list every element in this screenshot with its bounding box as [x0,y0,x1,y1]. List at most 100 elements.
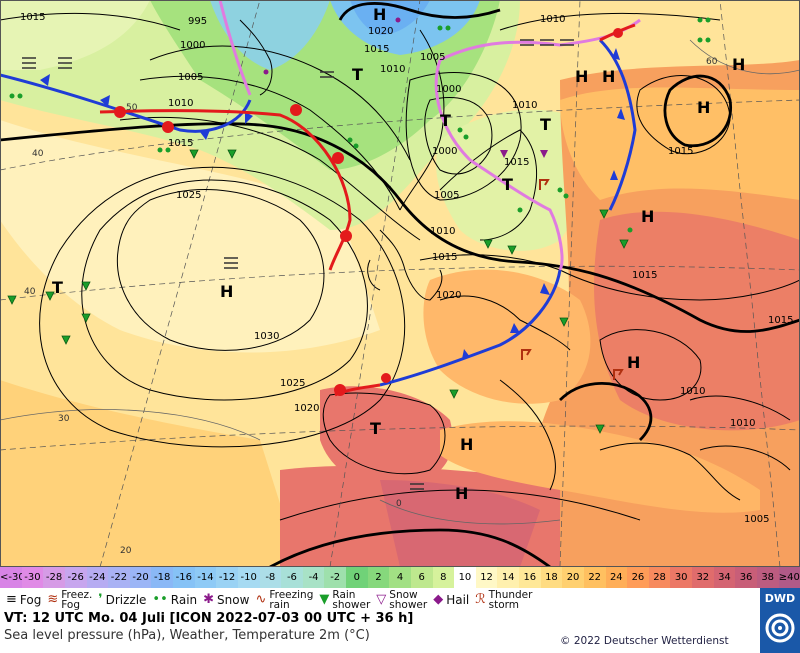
isobar-label: 1010 [430,226,455,237]
low-pressure-label: T [440,111,451,130]
rain-shower-symbol [45,291,55,301]
temperature-scale-cell: 14 [497,567,519,588]
temperature-scale-cell: -26 [64,567,87,588]
legend-freezing-rain: ∿ Freezing rain [255,589,314,611]
isobar-label: 1005 [434,190,459,201]
temperature-scale-cell: -2 [324,567,346,588]
warm-front-semicircle [114,106,126,118]
isobar-bold-1015 [0,122,800,333]
freezing-fog-icon: ≋ [47,592,59,607]
thunderstorm-symbol [539,179,550,190]
isobar-label: 1025 [280,378,305,389]
isobar-line [599,329,702,401]
warm-front-semicircle [381,373,391,383]
isobar-label: 1015 [632,270,657,281]
thunderstorm-icon: ℛ [475,592,486,607]
rain-icon: •• [152,592,168,607]
legend-rain-label: Rain [170,593,198,607]
cold-front-triangles [40,48,625,359]
rain-shower-symbol [81,313,91,323]
temperature-scale-cell: 30 [670,567,692,588]
isobar-label: 1020 [294,403,319,414]
temperature-scale-cell: 20 [562,567,584,588]
coastline-north-africa [279,489,641,521]
temperature-scale-cell: -28 [43,567,65,588]
rain-symbol [563,193,569,199]
temperature-scale-cell: -24 [86,567,109,588]
weather-symbols-rain [9,17,711,233]
temperature-scale-cell: 16 [519,567,541,588]
drizzle-icon: ❜ [98,592,103,607]
isobar-label: 1000 [436,84,461,95]
rain-symbol [557,187,563,193]
cold-front-triangle [610,170,618,180]
temperature-field-central-europe [423,269,591,404]
isotherm-line [379,499,561,525]
warm-front-semicircle [332,152,344,164]
isobar-label: 1005 [178,72,203,83]
legend-hail: ◆ Hail [433,593,469,607]
dwd-swirl-icon [765,613,795,643]
graticule [0,0,800,567]
snow-shower-icon: ▽ [376,592,387,607]
temperature-scale-cell: 8 [432,567,455,588]
rain-shower-symbol [599,209,609,219]
isobar-line [149,45,411,161]
fog-symbol [224,257,238,269]
isobar-label: 1010 [680,386,705,397]
cold-front-triangle [612,48,620,60]
rain-shower-symbol [61,335,71,345]
snow-shower-symbol [500,150,508,158]
temperature-scale-cell: 38 [756,567,779,588]
isobar-bold-east-high [663,74,733,148]
rain-symbol [17,93,23,99]
isobar-line [405,72,522,201]
isobar-label: 1015 [504,157,529,168]
isobars [0,12,800,471]
graticule-line [559,0,581,567]
isotherm-line [0,409,261,441]
rain-shower-symbol [595,424,605,434]
rain-symbol [697,37,703,43]
temperature-scale-cell: 26 [627,567,649,588]
isobar-bold-balkans [559,382,653,441]
fog-symbol [22,57,36,69]
valid-time: VT: 12 UTC Mo. 04 Juli [ICON 2022-07-03 … [4,611,414,626]
rain-symbol [627,227,633,233]
cold-front-triangle [510,323,520,333]
legend-snow: ✱ Snow [203,593,249,607]
rain-symbol [165,147,171,153]
rain-symbol [463,134,469,140]
temperature-scale-cell: <-30 [0,567,22,588]
isobar-line [0,12,181,31]
temperature-scale-cell: -18 [151,567,173,588]
temperature-scale-cell: -10 [237,567,260,588]
high-pressure-label: H [220,282,233,301]
freezing-rain-icon: ∿ [255,592,267,607]
isotherm-label: 50 [126,103,138,113]
high-pressure-label: H [732,55,745,74]
hail-icon: ◆ [433,592,444,607]
rain-symbol [9,93,15,99]
legend-freezing-rain-label-1: Freezing [269,589,314,601]
weather-symbols-snow [263,17,548,158]
temperature-scale-cell: 0 [346,567,368,588]
isobar-line [499,12,721,31]
coastlines [239,19,741,521]
high-pressure-label: H [641,207,654,226]
legend-thunderstorm: ℛ Thunder storm [475,590,532,611]
temperature-scale: <-30 -30 -28 -26 -24 -22 -20 -18 -16 -14 -12 -10 -8-… [0,567,800,588]
temperature-scale-cell: 22 [583,567,606,588]
temperature-scale-cell: -16 [173,567,195,588]
rain-shower-symbol [449,389,459,399]
coastline-italy [499,379,556,491]
cold-front-east [598,38,637,211]
isobar-line [116,189,325,351]
legend-rain-shower-label-2: shower [332,599,371,611]
isobar-label: 1015 [364,44,389,55]
warm-front-semicircle [613,28,623,38]
temperature-field-sahara [380,480,540,567]
mediterranean-sea-field [440,421,760,513]
isotherm-label: 20 [120,546,132,556]
legend-thunderstorm-label-2: storm [488,599,520,611]
